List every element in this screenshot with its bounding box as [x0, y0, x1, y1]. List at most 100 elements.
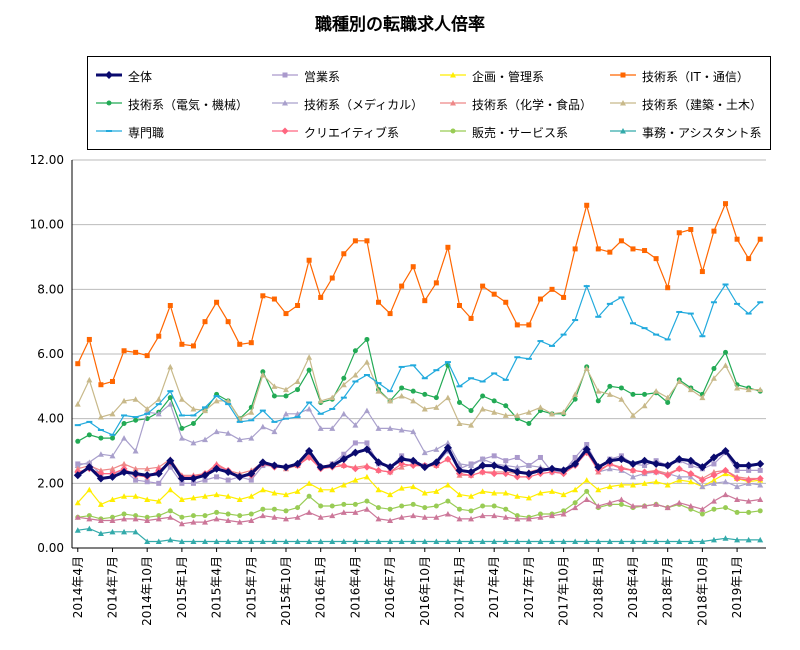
data-point — [398, 514, 405, 520]
data-point — [757, 536, 764, 543]
data-point — [606, 483, 613, 490]
data-point — [260, 293, 266, 299]
data-point — [537, 538, 544, 545]
data-point — [468, 493, 475, 499]
data-point — [572, 504, 579, 511]
data-point — [352, 380, 359, 383]
data-point — [745, 386, 752, 393]
data-point — [375, 382, 382, 385]
data-point — [352, 348, 358, 354]
data-point — [675, 455, 684, 464]
data-point — [618, 501, 624, 507]
data-point — [225, 538, 232, 545]
legend-label: 技術系（化学・食品） — [472, 98, 593, 112]
x-tick-label: 2017年10月 — [557, 556, 571, 626]
data-point — [225, 493, 232, 499]
data-point — [202, 538, 209, 545]
legend-label: 技術系（電気・機械） — [128, 98, 249, 112]
x-tick-label: 2017年1月 — [452, 556, 466, 618]
data-point — [237, 513, 243, 519]
data-point — [640, 456, 649, 465]
data-point — [98, 382, 104, 388]
data-point — [421, 405, 428, 412]
data-point — [410, 364, 417, 367]
series-line — [77, 201, 761, 386]
data-point — [734, 509, 740, 515]
data-point — [213, 395, 220, 398]
x-tick-label: 2016年7月 — [383, 556, 397, 618]
data-point — [329, 407, 336, 410]
data-point — [468, 515, 475, 522]
data-point — [376, 299, 382, 305]
data-point — [167, 303, 173, 308]
data-point — [178, 435, 185, 441]
data-point — [410, 538, 417, 545]
data-point — [96, 474, 105, 483]
data-point — [456, 385, 463, 388]
data-point — [179, 514, 185, 520]
data-point — [132, 396, 139, 402]
data-point — [109, 410, 116, 417]
data-point — [595, 315, 602, 318]
series-line — [77, 283, 761, 436]
data-point — [306, 257, 312, 263]
data-point — [525, 494, 532, 501]
data-point — [618, 538, 625, 545]
data-point — [97, 501, 104, 507]
data-point — [374, 458, 383, 467]
data-point — [281, 127, 289, 135]
data-point — [73, 471, 82, 480]
y-tick-label: 0.00 — [37, 541, 64, 555]
data-point — [630, 246, 636, 252]
legend-label: 技術系（建築・土木） — [642, 98, 763, 112]
data-point — [86, 515, 93, 522]
data-point — [144, 479, 150, 485]
data-point — [317, 486, 324, 493]
data-point — [340, 538, 347, 545]
data-point — [317, 412, 324, 415]
data-point — [143, 471, 152, 480]
data-point — [178, 496, 185, 502]
data-point — [723, 349, 729, 355]
data-point — [699, 511, 705, 517]
data-point — [109, 514, 115, 520]
data-point — [295, 387, 301, 393]
legend-label: 事務・アシスタント系 — [642, 126, 762, 140]
legend-label: 企画・管理系 — [472, 70, 545, 84]
data-point — [248, 493, 255, 499]
data-point — [271, 383, 278, 389]
data-point — [213, 491, 220, 498]
legend-swatch — [610, 100, 636, 106]
data-point — [561, 294, 567, 300]
data-point — [642, 248, 648, 254]
data-point — [410, 388, 416, 394]
data-point — [698, 476, 706, 484]
data-point — [699, 394, 706, 401]
data-point — [548, 464, 557, 473]
data-point — [225, 403, 232, 406]
data-point — [271, 514, 278, 520]
x-tick-label: 2014年4月 — [71, 556, 85, 618]
data-point — [248, 435, 255, 441]
data-point — [236, 538, 243, 545]
data-point — [120, 468, 129, 477]
data-point — [236, 496, 243, 502]
data-point — [109, 517, 116, 524]
data-point — [628, 459, 637, 468]
data-point — [572, 246, 578, 252]
data-point — [202, 477, 208, 483]
data-point — [167, 401, 174, 407]
data-point — [607, 383, 613, 389]
data-point — [479, 468, 487, 476]
data-point — [629, 322, 636, 325]
data-point — [583, 477, 590, 483]
data-point — [387, 506, 393, 512]
data-point — [722, 491, 729, 498]
data-point — [387, 390, 394, 393]
data-point — [121, 421, 127, 427]
legend-label: 販売・サービス系 — [472, 126, 569, 140]
data-point — [745, 476, 753, 484]
data-point — [74, 499, 81, 506]
data-point — [746, 509, 752, 515]
data-point — [317, 425, 324, 431]
